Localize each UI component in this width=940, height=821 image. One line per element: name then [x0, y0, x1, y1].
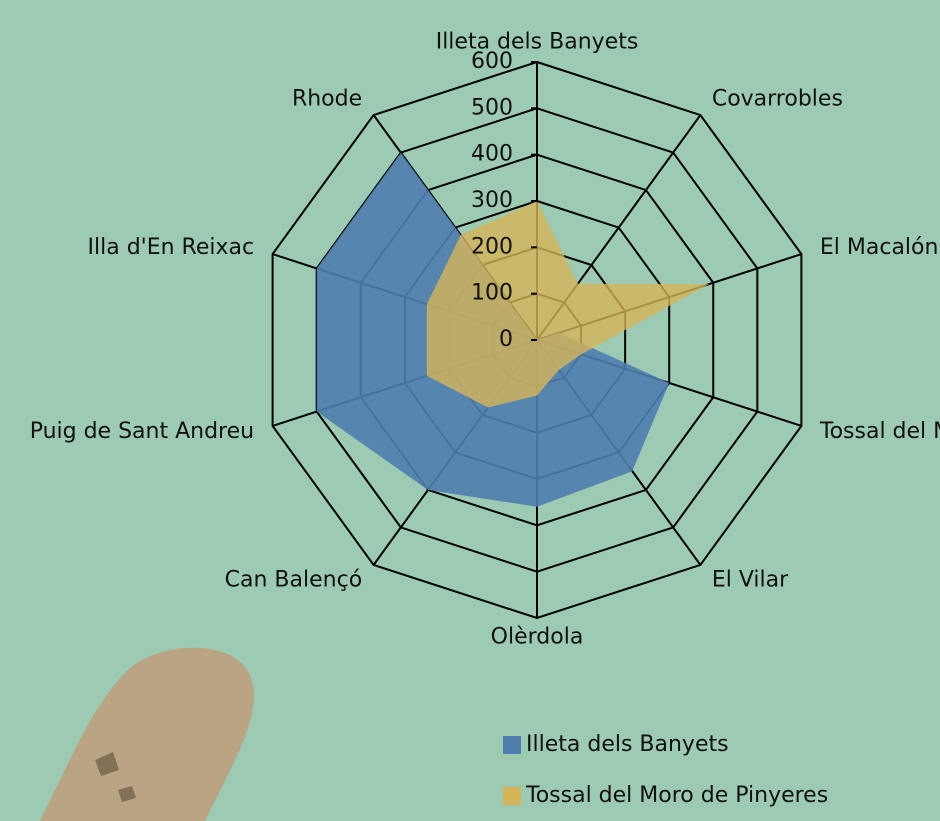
tick-label: 500 [471, 95, 513, 120]
tick-label: 100 [471, 281, 513, 306]
tick-label: 400 [471, 142, 513, 167]
category-label: Tossal del Moro de Pinyeres [819, 419, 940, 444]
chart: 0100200300400500600Illeta dels BanyetsCo… [0, 0, 940, 821]
category-label: Can Balençó [225, 568, 363, 593]
category-label: El Vilar [712, 568, 789, 593]
tick-label: 0 [499, 327, 513, 352]
legend-swatch [503, 736, 521, 754]
category-label: Illeta dels Banyets [436, 30, 639, 55]
tick-label: 300 [471, 188, 513, 213]
category-label: Illa d'En Reixac [88, 235, 255, 260]
category-label: Olèrdola [491, 624, 584, 649]
legend-label: Tossal del Moro de Pinyeres [525, 783, 828, 808]
tick-label: 200 [471, 234, 513, 259]
legend-swatch [503, 787, 521, 805]
category-label: Puig de Sant Andreu [30, 419, 254, 444]
category-label: Covarrobles [712, 86, 843, 111]
category-label: Rhode [292, 86, 362, 111]
legend-label: Illeta dels Banyets [526, 732, 729, 757]
category-label: El Macalón [820, 235, 939, 260]
